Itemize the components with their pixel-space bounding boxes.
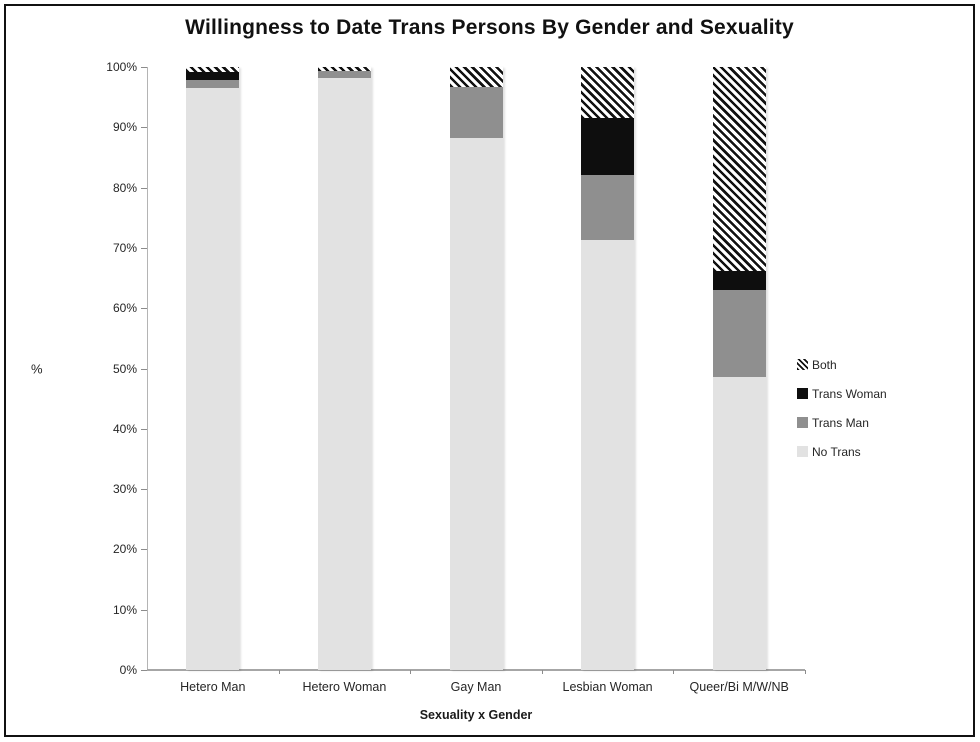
category-label: Queer/Bi M/W/NB	[689, 680, 789, 694]
chart-frame: Willingness to Date Trans Persons By Gen…	[4, 4, 975, 737]
legend: Both Trans Woman Trans Man No Trans	[797, 350, 887, 466]
y-tick-mark	[141, 368, 147, 370]
bar-segment-both	[449, 67, 503, 87]
y-tick-label: 0%	[119, 663, 137, 677]
y-tick-mark	[141, 308, 147, 310]
category-label: Lesbian Woman	[562, 680, 653, 694]
bar-segment-trans-man	[186, 79, 240, 88]
category-label: Hetero Woman	[302, 680, 387, 694]
bar-segment-trans-man	[712, 290, 766, 377]
y-tick-label: 60%	[112, 301, 137, 316]
y-tick-label: 50%	[112, 361, 137, 376]
y-axis-label: %	[31, 361, 43, 376]
category-label: Hetero Man	[180, 680, 246, 694]
y-axis-line	[147, 67, 148, 670]
bar-segment-no-trans	[712, 376, 766, 670]
legend-item: Both	[797, 350, 887, 379]
y-tick-label: 80%	[112, 180, 137, 195]
bar-segment-trans-man	[449, 86, 503, 139]
plot-area: % Sexuality x Gender 0% 10% 20% 30% 40% 50% 60…	[6, 6, 973, 735]
y-tick-mark	[141, 67, 147, 68]
y-tick-label: 90%	[112, 120, 137, 135]
bar	[449, 67, 503, 670]
bar-segment-trans-man	[317, 70, 371, 78]
bar-segment-no-trans	[449, 138, 503, 670]
legend-swatch-both	[797, 359, 808, 370]
x-tick-mark	[541, 670, 543, 674]
y-tick-mark	[141, 428, 147, 430]
y-tick-label: 40%	[112, 421, 137, 436]
bar	[712, 67, 766, 670]
bar	[581, 67, 635, 670]
bar-segment-both	[712, 67, 766, 272]
y-tick-label: 20%	[112, 542, 137, 557]
y-tick-mark	[141, 670, 147, 671]
bar-segment-both	[317, 67, 371, 71]
y-tick-mark	[141, 609, 147, 611]
bar-segment-no-trans	[581, 240, 635, 670]
chart-title: Willingness to Date Trans Persons By Gen…	[185, 16, 794, 39]
bar-segment-trans-woman	[581, 118, 635, 175]
bar	[186, 67, 240, 670]
x-tick-mark	[673, 670, 675, 674]
bar-segment-both	[581, 67, 635, 119]
y-tick-label: 70%	[112, 240, 137, 255]
x-tick-mark	[410, 670, 412, 674]
legend-swatch-trans-man	[797, 417, 808, 428]
bar-segment-trans-woman	[712, 271, 766, 291]
y-tick-mark	[141, 247, 147, 249]
x-axis-label: Sexuality x Gender	[419, 708, 533, 722]
y-tick-mark	[141, 549, 147, 551]
y-tick-mark	[141, 489, 147, 491]
y-tick-mark	[141, 187, 147, 189]
legend-label: Trans Man	[812, 415, 869, 430]
bar-segment-trans-man	[581, 174, 635, 241]
legend-item: Trans Man	[797, 408, 887, 437]
legend-swatch-no-trans	[797, 446, 808, 457]
bar-segment-no-trans	[317, 77, 371, 670]
category-label: Gay Man	[450, 680, 502, 694]
bar-segment-both	[186, 67, 240, 72]
x-tick-mark	[805, 670, 806, 674]
legend-item: No Trans	[797, 437, 887, 466]
legend-item: Trans Woman	[797, 379, 887, 408]
y-tick-label: 30%	[112, 482, 137, 497]
bar-segment-trans-woman	[186, 71, 240, 80]
legend-label: Trans Woman	[812, 386, 887, 401]
legend-swatch-trans-woman	[797, 388, 808, 399]
x-axis-line	[147, 669, 805, 671]
x-tick-mark	[278, 670, 280, 674]
bar-segment-no-trans	[186, 87, 240, 670]
legend-label: No Trans	[812, 444, 861, 459]
y-tick-label: 10%	[112, 602, 137, 617]
y-tick-mark	[141, 127, 147, 129]
bar	[317, 67, 371, 670]
legend-label: Both	[812, 357, 837, 372]
y-tick-label: 100%	[106, 60, 137, 74]
